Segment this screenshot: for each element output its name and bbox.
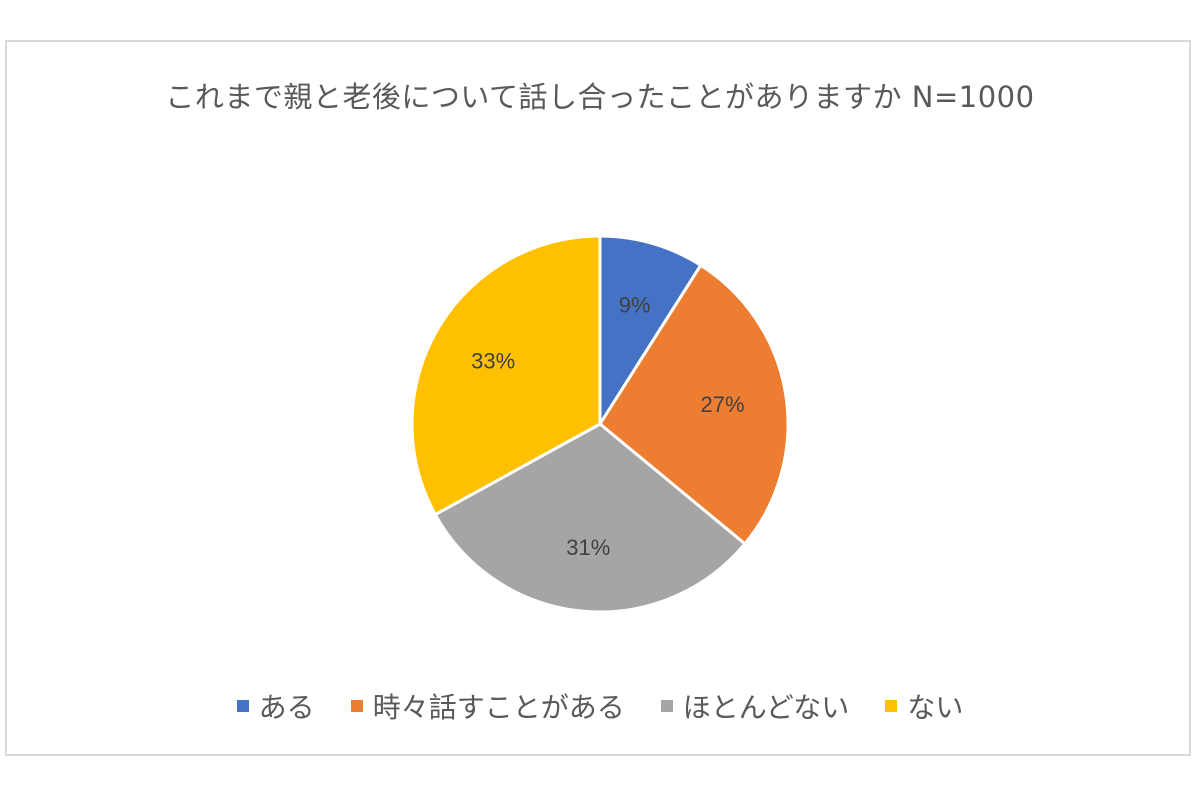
pie-slice-nai (410, 234, 602, 517)
legend-label-tokidoki: 時々話すことがある (372, 691, 625, 724)
chart-legend: ある 時々話すことがある ほとんどない ない (0, 686, 1200, 726)
legend-item-aru: ある (236, 686, 315, 726)
legend-swatch-aru (236, 700, 249, 712)
legend-item-nai: ない (885, 686, 963, 726)
legend-swatch-tokidoki (350, 700, 363, 712)
legend-label-hotondo: ほとんどない (682, 691, 850, 724)
pie-slice-aru (598, 234, 703, 426)
legend-swatch-nai (885, 700, 898, 712)
legend-swatch-hotondo (660, 700, 673, 712)
data-label-hotondo: 31% (566, 535, 610, 560)
data-label-nai: 33% (471, 348, 515, 373)
data-label-tokidoki: 27% (701, 392, 745, 417)
legend-label-nai: ない (907, 691, 964, 724)
chart-title: これまで親と老後について話し合ったことがありますか N=1000 (165, 80, 1035, 114)
pie-slice-tokidoki (598, 263, 790, 546)
legend-item-tokidoki: 時々話すことがある (350, 686, 625, 726)
pie-slice-hotondo (433, 422, 747, 614)
legend-item-hotondo: ほとんどない (660, 686, 850, 726)
legend-label-aru: ある (258, 691, 315, 724)
data-label-aru: 9% (619, 292, 651, 317)
